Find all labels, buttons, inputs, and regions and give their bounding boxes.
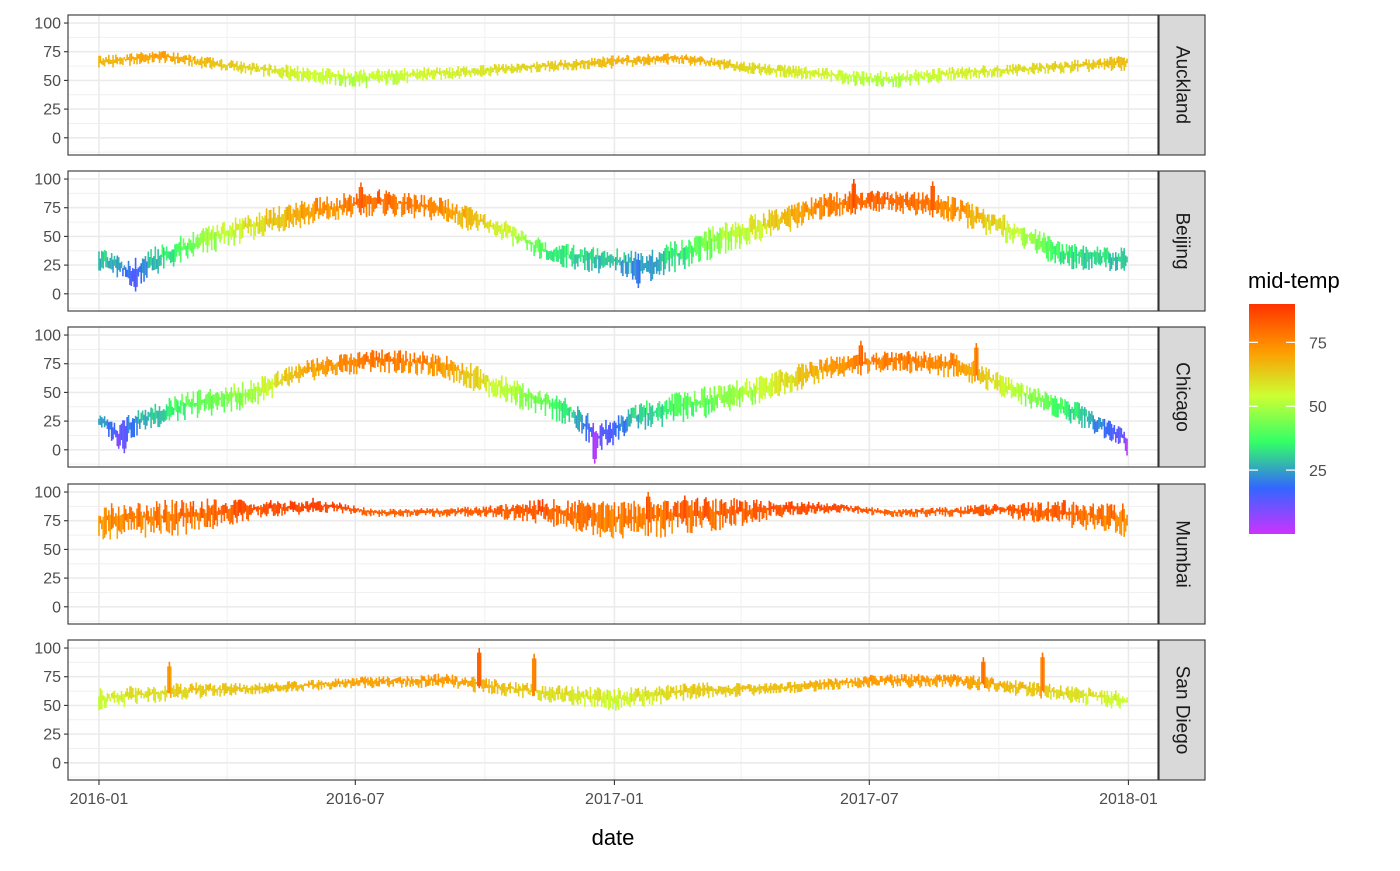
y-axis: 0 25 50 75 100 <box>34 16 68 147</box>
temperature-series-auckland <box>98 50 1128 89</box>
panel-border <box>67 170 1159 312</box>
y-tick-label: 75 <box>43 200 61 217</box>
y-tick-label: 50 <box>43 385 61 402</box>
facet-strip <box>1158 326 1206 468</box>
y-axis: 0 25 50 75 100 <box>34 172 68 303</box>
facet-strip-label: San Diego <box>1172 666 1193 755</box>
x-tick-label: 2018-01 <box>1099 791 1158 808</box>
facet-strip <box>1158 483 1206 625</box>
facet-strip-label: Auckland <box>1172 46 1193 124</box>
y-tick-label: 0 <box>52 130 61 147</box>
y-tick-label: 100 <box>34 485 61 502</box>
x-tick-label: 2016-01 <box>70 791 129 808</box>
y-axis: 0 25 50 75 100 <box>34 328 68 459</box>
y-tick-label: 75 <box>43 669 61 686</box>
y-tick-label: 25 <box>43 727 61 744</box>
panel-background <box>68 640 1158 780</box>
y-tick-label: 50 <box>43 229 61 246</box>
y-tick-label: 0 <box>52 755 61 772</box>
panel-background <box>68 15 1158 155</box>
panel-border <box>67 326 1159 468</box>
facet-strip-label: Mumbai <box>1172 520 1193 588</box>
y-tick-label: 25 <box>43 102 61 119</box>
y-tick-label: 50 <box>43 542 61 559</box>
y-tick-label: 25 <box>43 571 61 588</box>
y-tick-label: 25 <box>43 414 61 431</box>
legend: mid-temp 25 50 75 <box>1248 268 1340 534</box>
panel-grid <box>68 15 1158 155</box>
panel-border <box>67 639 1159 781</box>
panel-background <box>68 171 1158 311</box>
y-tick-label: 0 <box>52 599 61 616</box>
y-tick-label: 100 <box>34 328 61 345</box>
facet-panel-beijing: 0 25 50 75 100 Beijing <box>34 170 1206 312</box>
y-axis: 0 25 50 75 100 <box>34 485 68 616</box>
y-tick-label: 75 <box>43 44 61 61</box>
x-tick-label: 2017-07 <box>840 791 899 808</box>
legend-title: mid-temp <box>1248 268 1340 293</box>
facet-strip-label: Chicago <box>1172 362 1193 432</box>
y-tick-label: 25 <box>43 258 61 275</box>
facet-panel-mumbai: 0 25 50 75 100 Mumbai <box>34 483 1206 625</box>
temperature-series-san-diego <box>98 648 1128 711</box>
temperature-series-mumbai <box>98 492 1128 540</box>
y-tick-label: 100 <box>34 16 61 33</box>
facet-panel-san-diego: 0 25 50 75 100 San Diego <box>34 639 1206 781</box>
facet-panel-chicago: 0 25 50 75 100 Chicago <box>34 326 1206 468</box>
panel-grid <box>68 640 1158 780</box>
legend-label: 50 <box>1309 399 1327 416</box>
facet-strip-label: Beijing <box>1172 212 1193 269</box>
x-axis-title: date <box>592 825 635 850</box>
facet-strip <box>1158 14 1206 156</box>
x-tick-label: 2016-07 <box>326 791 385 808</box>
y-tick-label: 100 <box>34 641 61 658</box>
panel-border <box>67 14 1159 156</box>
facet-strip <box>1158 170 1206 312</box>
x-tick-label: 2017-01 <box>585 791 644 808</box>
y-tick-label: 75 <box>43 513 61 530</box>
y-tick-label: 75 <box>43 356 61 373</box>
y-tick-label: 100 <box>34 172 61 189</box>
facet-panel-auckland: 0 25 50 75 100 Auckland <box>34 14 1206 156</box>
legend-colorbar <box>1249 304 1295 534</box>
y-tick-label: 50 <box>43 73 61 90</box>
y-tick-label: 0 <box>52 442 61 459</box>
legend-label: 25 <box>1309 463 1327 480</box>
panel-border <box>67 483 1159 625</box>
temperature-series-chicago <box>98 340 1128 464</box>
temperature-series-beijing <box>98 179 1128 292</box>
y-tick-label: 0 <box>52 286 61 303</box>
facet-strip <box>1158 639 1206 781</box>
y-tick-label: 50 <box>43 698 61 715</box>
legend-label: 75 <box>1309 335 1327 352</box>
y-axis: 0 25 50 75 100 <box>34 641 68 772</box>
